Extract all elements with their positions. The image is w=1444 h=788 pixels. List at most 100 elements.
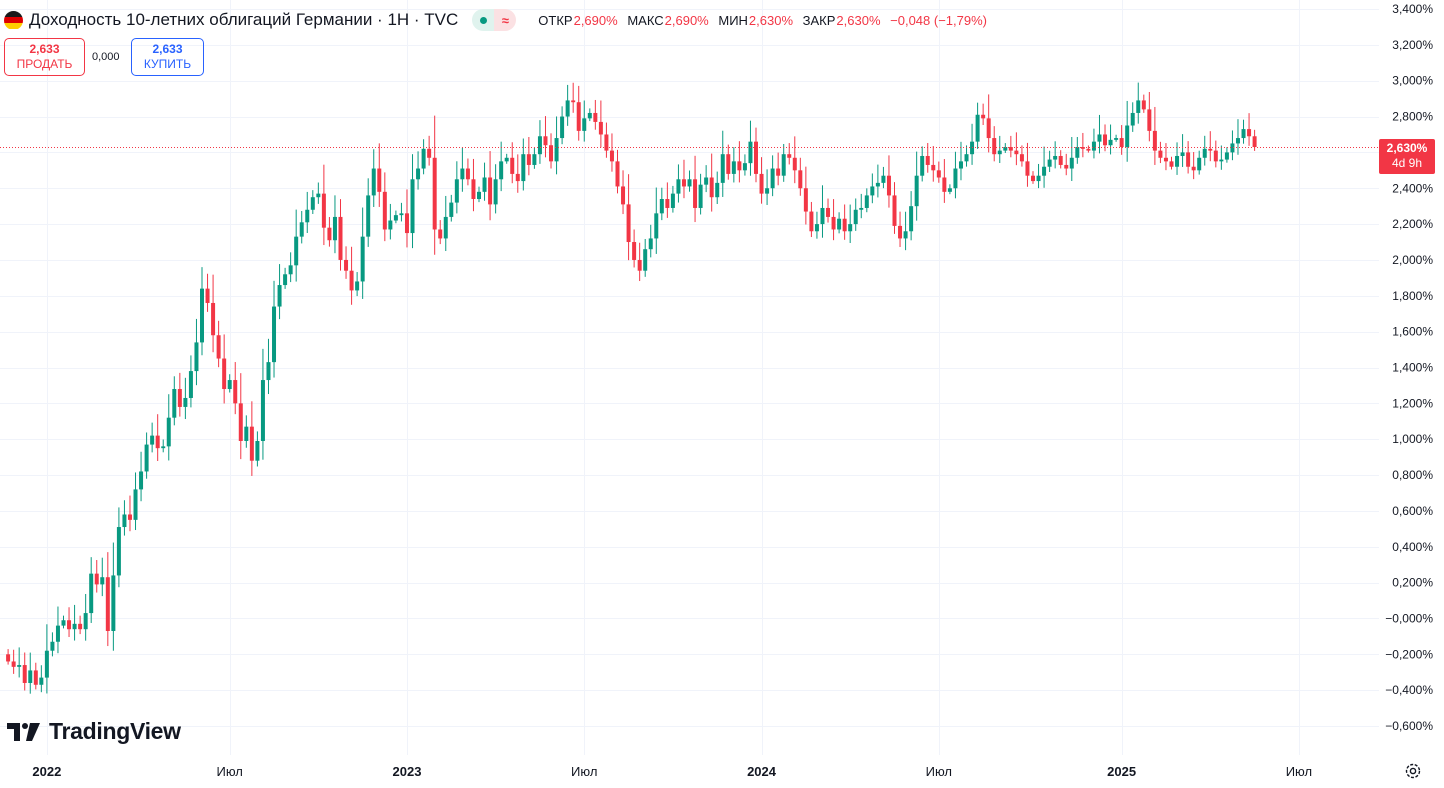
candle-body [188,371,193,398]
candle-body [1080,147,1085,149]
candle-body [826,207,831,217]
time-axis[interactable]: 2022 Июл 2023 Июл 2024 Июл 2025 Июл [32,764,1312,779]
candle-body [510,157,515,174]
candle-body [449,202,454,217]
candle-body [687,179,692,187]
candle-body [89,573,94,614]
tradingview-logo[interactable]: TradingView [7,718,181,745]
candle-body [1019,154,1024,162]
candle-body [1003,147,1008,151]
candle-body [316,193,321,198]
symbol-title[interactable]: Доходность 10-летних облигаций Германии … [29,10,459,29]
candle-body [1086,148,1091,151]
candle-body [942,177,947,192]
candle-body [1252,136,1257,148]
sell-button[interactable]: 2,633 ПРОДАТЬ [4,38,85,76]
candle-body [366,195,371,237]
chart-header: Доходность 10-летних облигаций Германии … [4,9,993,31]
x-tick-label: Июл [571,764,597,779]
candle-body [803,188,808,212]
candle-body [1180,152,1185,156]
candle-body [1219,159,1224,162]
candle-body [1097,134,1102,142]
candle-body [404,213,409,234]
candle-body [920,155,925,176]
sell-price: 2,633 [29,42,60,56]
candle-body [848,224,853,232]
candle-body [886,175,891,196]
candle-body [144,444,149,472]
y-tick-label: 1,400% [1392,361,1433,375]
candle-body [1136,100,1141,113]
candle-body [321,193,326,228]
candle-body [709,177,714,198]
candle-body [50,641,55,651]
candle-body [737,161,742,171]
candle-body [975,114,980,142]
candle-body [814,224,819,232]
candle-body [997,150,1002,155]
candle-body [1191,166,1196,171]
candle-body [565,100,570,117]
candle-body [947,188,952,192]
candle-body [526,154,531,165]
candle-body [488,177,493,205]
settings-icon[interactable] [1404,762,1422,780]
buy-button[interactable]: 2,633 КУПИТЬ [131,38,204,76]
candle-body [471,179,476,200]
candle-body [543,136,548,146]
y-tick-label: 3,200% [1392,38,1433,52]
market-open-dot-icon[interactable] [472,9,495,31]
candle-body [637,259,642,271]
candle-body [310,197,315,210]
buy-price: 2,633 [152,42,183,56]
candle-body [305,209,310,223]
candle-body [393,215,398,221]
candle-body [787,154,792,158]
y-tick-label: 0,400% [1392,540,1433,554]
candle-body [111,575,116,631]
candle-body [986,118,991,139]
price-axis[interactable]: 3,400%3,200%3,000%2,800%2,600%2,400%2,20… [1385,2,1433,733]
candle-body [127,514,132,520]
candle-body [549,145,554,162]
candle-body [371,168,376,196]
candle-body [898,225,903,239]
candle-body [914,175,919,207]
candle-body [1208,148,1213,151]
candle-body [55,625,60,642]
candle-body [571,100,576,103]
status-pills[interactable]: ≈ [472,9,517,31]
candle-body [216,335,221,359]
candle-body [765,188,770,194]
candle-body [44,650,49,678]
candle-body [360,236,365,282]
candle-body [255,440,260,461]
candle-body [460,168,465,180]
candle-body [410,179,415,234]
candle-body [238,403,243,441]
y-tick-label: 0,600% [1392,504,1433,518]
candle-body [648,238,653,250]
candle-body [665,199,670,208]
change-value: −0,048 (−1,79%) [890,12,987,28]
candle-body [327,227,332,241]
y-tick-label: 2,200% [1392,217,1433,231]
candle-body [17,665,22,667]
candle-body [260,380,265,441]
candle-body [964,154,969,162]
candle-body [28,670,33,683]
x-tick-label: Июл [1286,764,1312,779]
candle-body [1064,164,1069,169]
y-tick-label: 2,800% [1392,110,1433,124]
candle-body [748,141,753,164]
low-label: МИН [718,12,748,28]
candle-body [194,342,199,372]
x-tick-label: 2025 [1107,764,1136,779]
open-value: 2,690% [573,12,618,28]
buy-label: КУПИТЬ [143,57,192,71]
candle-body [1114,138,1119,140]
candle-body [554,138,559,162]
delayed-data-icon[interactable]: ≈ [494,9,517,31]
